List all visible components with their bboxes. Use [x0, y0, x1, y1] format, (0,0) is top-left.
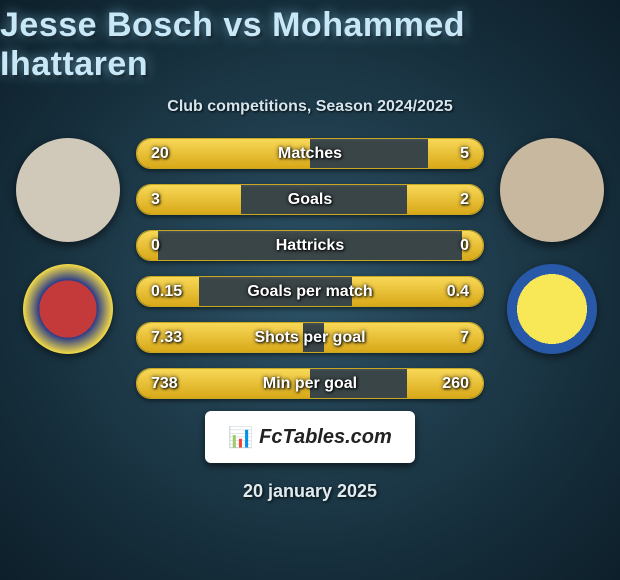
brand-text: FcTables.com — [259, 426, 392, 449]
stat-bar: 738Min per goal260 — [136, 368, 484, 399]
date-label: 20 january 2025 — [243, 481, 377, 502]
stat-bar: 3Goals2 — [136, 184, 484, 215]
page-title: Jesse Bosch vs Mohammed Ihattaren — [0, 6, 620, 84]
brand-icon: 📊 — [228, 425, 253, 450]
stat-left-value: 20 — [137, 145, 197, 163]
stat-bar: 0.15Goals per match0.4 — [136, 276, 484, 307]
stat-label: Matches — [197, 145, 423, 163]
player-right-avatar — [500, 138, 604, 242]
stat-left-value: 7.33 — [137, 329, 197, 347]
stat-right-value: 0 — [423, 237, 483, 255]
brand-badge: 📊 FcTables.com — [205, 411, 415, 463]
right-column — [492, 138, 612, 354]
subtitle: Club competitions, Season 2024/2025 — [167, 98, 452, 116]
stats-bars: 20Matches53Goals20Hattricks00.15Goals pe… — [136, 138, 484, 399]
club-left-crest — [23, 264, 113, 354]
stat-right-value: 7 — [423, 329, 483, 347]
stat-left-value: 0 — [137, 237, 197, 255]
stat-left-value: 0.15 — [137, 283, 197, 301]
stat-label: Min per goal — [197, 375, 423, 393]
stat-right-value: 2 — [423, 191, 483, 209]
stat-bar: 20Matches5 — [136, 138, 484, 169]
stat-bar: 0Hattricks0 — [136, 230, 484, 261]
stat-left-value: 3 — [137, 191, 197, 209]
stat-label: Goals — [197, 191, 423, 209]
stat-right-value: 260 — [423, 375, 483, 393]
stat-label: Shots per goal — [197, 329, 423, 347]
club-right-crest — [507, 264, 597, 354]
stat-left-value: 738 — [137, 375, 197, 393]
comparison-container: Jesse Bosch vs Mohammed Ihattaren Club c… — [0, 0, 620, 580]
stat-right-value: 5 — [423, 145, 483, 163]
stat-right-value: 0.4 — [423, 283, 483, 301]
main-row: 20Matches53Goals20Hattricks00.15Goals pe… — [0, 138, 620, 399]
stat-label: Goals per match — [197, 283, 423, 301]
stat-bar: 7.33Shots per goal7 — [136, 322, 484, 353]
player-left-avatar — [16, 138, 120, 242]
stat-label: Hattricks — [197, 237, 423, 255]
left-column — [8, 138, 128, 354]
